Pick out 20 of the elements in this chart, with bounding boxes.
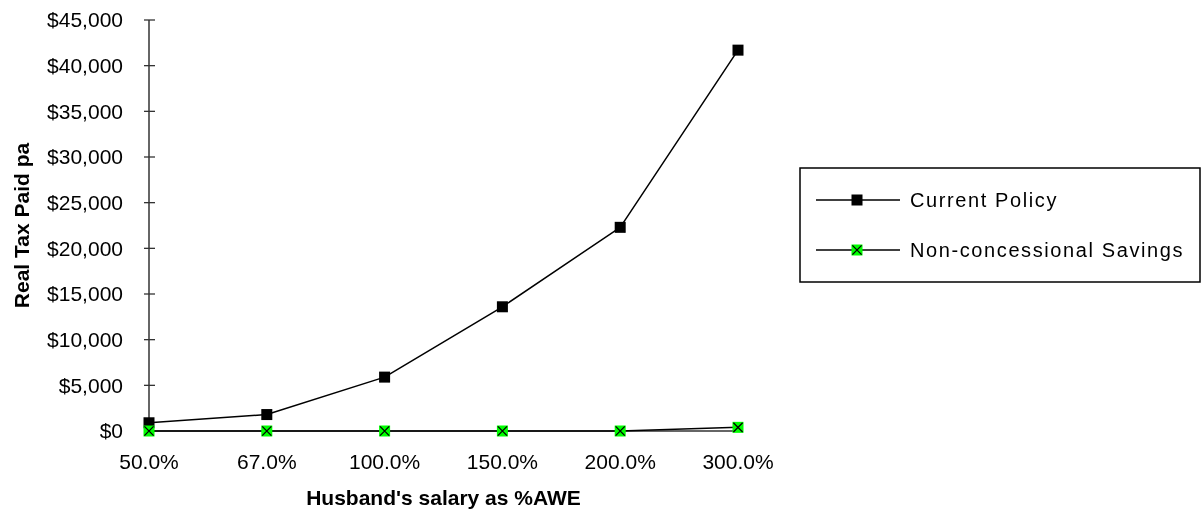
x-tick-label: 100.0% xyxy=(348,450,421,474)
legend-label: Non-concessional Savings xyxy=(910,239,1185,261)
x-tick-label: 200.0% xyxy=(584,450,656,474)
y-tick-label: $20,000 xyxy=(47,236,123,260)
y-axis-title: Real Tax Paid pa xyxy=(10,142,34,309)
y-tick-label: $40,000 xyxy=(47,54,123,78)
legend-label: Current Policy xyxy=(910,189,1058,211)
y-tick-label: $5,000 xyxy=(58,373,123,397)
x-tick-label: 150.0% xyxy=(466,450,539,474)
x-tick-label: 300.0% xyxy=(702,450,774,474)
y-tick-label: $25,000 xyxy=(47,191,123,215)
x-tick-label: 67.0% xyxy=(237,450,297,474)
y-tick-label: $45,000 xyxy=(47,8,123,32)
y-tick-label: $35,000 xyxy=(47,99,123,123)
y-tick-label: $0 xyxy=(99,419,123,443)
y-tick-label: $30,000 xyxy=(47,145,123,169)
y-tick-label: $10,000 xyxy=(47,328,123,352)
x-tick-label: 50.0% xyxy=(119,450,179,474)
x-axis-title: Husband's salary as %AWE xyxy=(306,486,581,510)
y-tick-label: $15,000 xyxy=(47,282,123,306)
